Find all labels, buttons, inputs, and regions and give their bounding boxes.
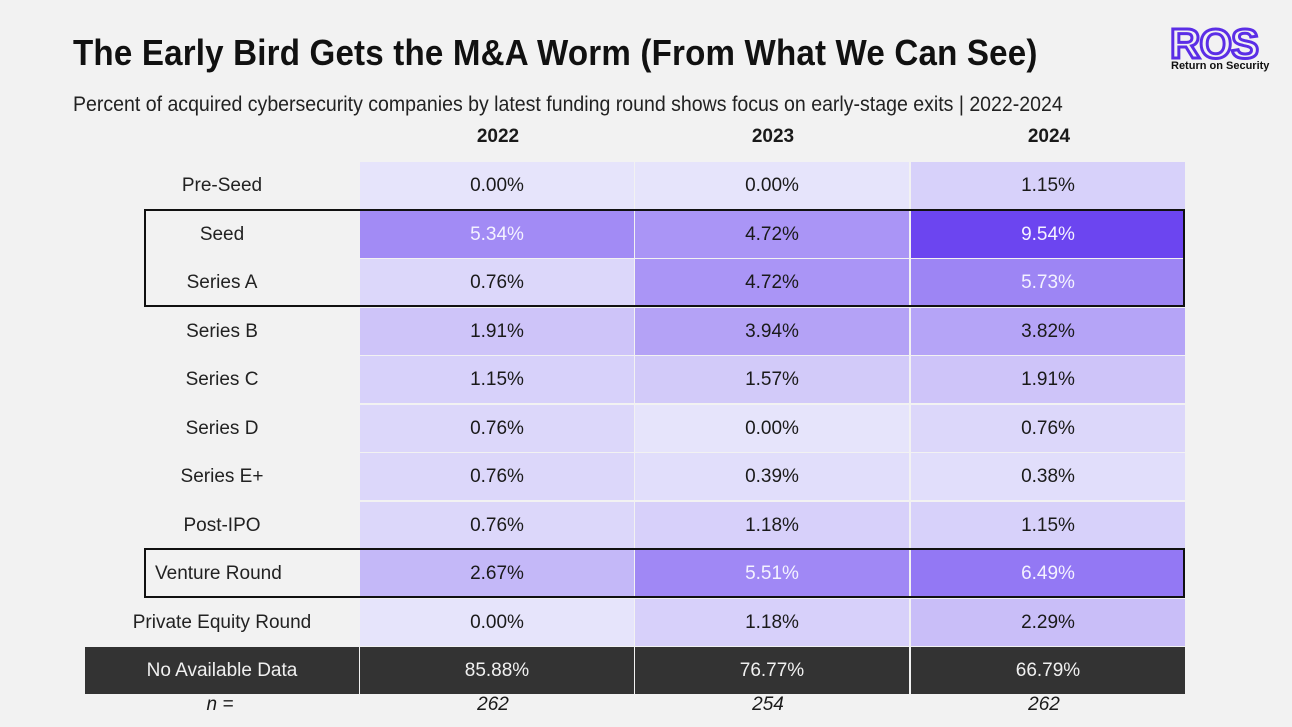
heatmap-cell: 1.18%	[635, 501, 909, 549]
heatmap-cell: 4.72%	[635, 210, 909, 258]
row-label: Series B	[186, 320, 258, 342]
heatmap-cell: 1.15%	[911, 501, 1185, 549]
heatmap-cell: 0.39%	[635, 453, 909, 500]
heatmap-cell: 5.51%	[635, 550, 909, 597]
row-label: No Available Data	[85, 647, 359, 694]
ros-logo: ROS	[1169, 20, 1261, 69]
heatmap-cell: 1.18%	[635, 598, 909, 646]
heatmap-cell: 1.15%	[911, 162, 1185, 209]
heatmap-cell: 1.91%	[911, 356, 1185, 403]
column-header-2023: 2023	[751, 126, 795, 147]
column-header-2024: 2024	[1027, 126, 1071, 147]
row-label: Series D	[185, 417, 259, 439]
column-header-2022: 2022	[476, 126, 520, 147]
logo-mark: ROS	[1170, 20, 1258, 67]
heatmap-cell: 6.49%	[911, 550, 1185, 597]
row-label: Seed	[199, 223, 245, 245]
heatmap-cell: 5.34%	[360, 210, 634, 258]
chart-subtitle: Percent of acquired cybersecurity compan…	[73, 93, 1063, 116]
heatmap-cell: 1.15%	[360, 356, 634, 403]
heatmap-cell: 0.00%	[360, 162, 634, 209]
chart-title: The Early Bird Gets the M&A Worm (From W…	[73, 32, 1038, 73]
n-label: n =	[206, 694, 234, 715]
heatmap-cell: 0.76%	[360, 453, 634, 500]
heatmap-cell: 5.73%	[911, 259, 1185, 306]
heatmap-cell: 1.91%	[360, 307, 634, 355]
heatmap-cell: 3.94%	[635, 307, 909, 355]
n-value: 262	[1028, 694, 1060, 715]
row-label: Series A	[186, 272, 258, 293]
row-label: Series E+	[180, 466, 264, 487]
row-label: Post-IPO	[183, 514, 261, 536]
heatmap-cell: 4.72%	[635, 259, 909, 306]
heatmap-cell: 2.29%	[911, 598, 1185, 646]
heatmap-cell: 85.88%	[360, 647, 634, 694]
heatmap-cell: 0.00%	[360, 598, 634, 646]
row-label: Pre-Seed	[181, 175, 263, 196]
heatmap-cell: 2.67%	[360, 550, 634, 597]
heatmap-cell: 66.79%	[911, 647, 1185, 694]
heatmap-cell: 0.76%	[360, 404, 634, 452]
n-value: 254	[752, 694, 784, 715]
heatmap-cell: 1.57%	[635, 356, 909, 403]
heatmap-cell: 0.38%	[911, 453, 1185, 500]
row-label: Venture Round	[155, 563, 282, 584]
heatmap-cell: 9.54%	[911, 210, 1185, 258]
heatmap-cell: 0.76%	[360, 501, 634, 549]
heatmap-cell: 76.77%	[635, 647, 909, 694]
row-label: Private Equity Round	[132, 611, 312, 633]
heatmap-cell: 3.82%	[911, 307, 1185, 355]
row-label: Series C	[185, 369, 259, 390]
heatmap-cell: 0.76%	[360, 259, 634, 306]
logo-tagline: Return on Security	[1171, 60, 1270, 72]
heatmap-cell: 0.00%	[635, 162, 909, 209]
heatmap-cell: 0.00%	[635, 404, 909, 452]
heatmap-cell: 0.76%	[911, 404, 1185, 452]
n-value: 262	[477, 694, 509, 715]
